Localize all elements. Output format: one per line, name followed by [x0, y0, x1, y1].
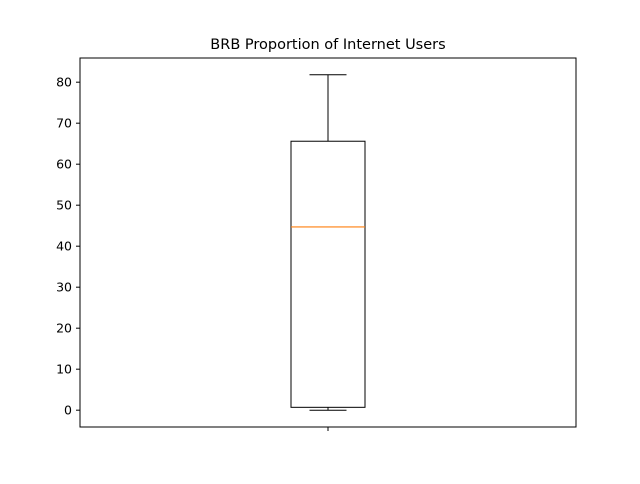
y-tick-label: 20	[56, 321, 72, 336]
y-tick-label: 40	[56, 239, 72, 254]
y-tick-label: 10	[56, 362, 72, 377]
y-tick-label: 60	[56, 157, 72, 172]
y-tick-label: 50	[56, 198, 72, 213]
y-tick-label: 70	[56, 116, 72, 131]
y-tick-label: 80	[56, 75, 72, 90]
y-tick-label: 30	[56, 280, 72, 295]
interquartile-box	[290, 140, 366, 408]
y-tick-label: 0	[64, 403, 72, 418]
y-axis: 0 10 20 30 40 50 60 70 80	[56, 75, 80, 418]
chart-title: BRB Proportion of Internet Users	[210, 37, 445, 53]
box-group	[290, 74, 366, 411]
